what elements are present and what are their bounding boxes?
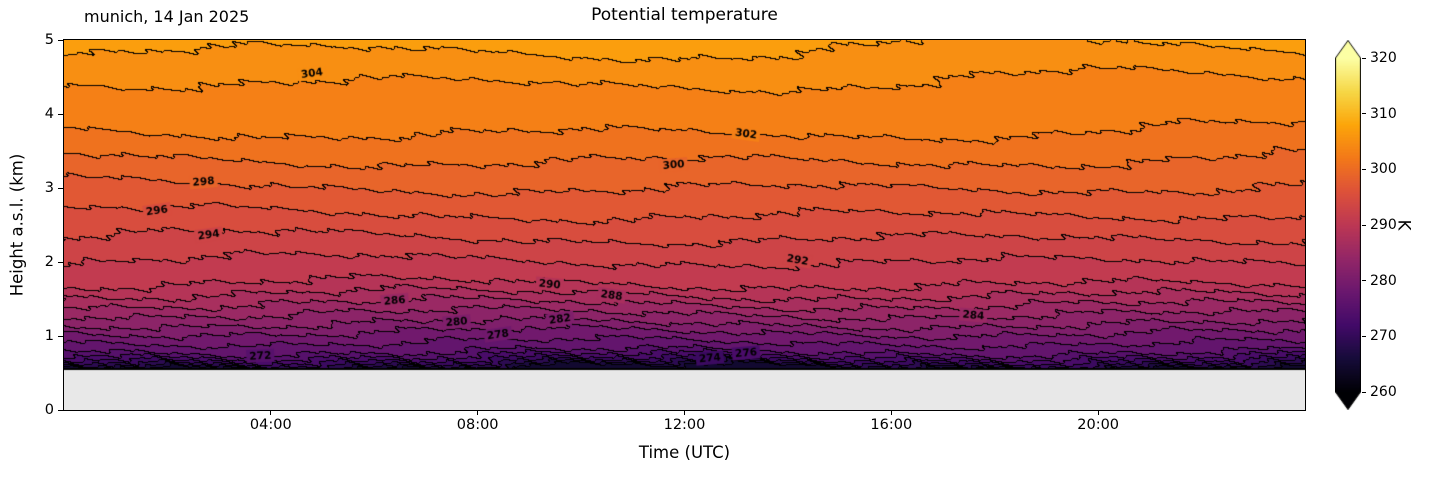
y-tick-label: 5 (44, 31, 54, 48)
y-tick-label: 3 (44, 179, 54, 196)
colorbar-tick-label: 290 (1370, 217, 1397, 233)
chart-title: Potential temperature (591, 5, 778, 25)
colorbar-tick-mark (1362, 224, 1366, 226)
x-tick-mark (684, 410, 685, 415)
colorbar-tick-label: 310 (1370, 105, 1397, 122)
colorbar-tick-label: 320 (1370, 50, 1397, 66)
colorbar-tick-mark (1362, 168, 1366, 170)
colorbar-tick-mark (1362, 113, 1366, 115)
contour-plot-canvas (64, 40, 1305, 410)
y-tick-label: 1 (44, 327, 54, 344)
station-date-annotation: munich, 14 Jan 2025 (84, 7, 250, 26)
x-axis-label: Time (UTC) (638, 443, 731, 462)
y-tick-label: 4 (44, 105, 54, 122)
x-tick-mark (1097, 410, 1099, 415)
y-tick-mark (58, 113, 63, 115)
y-tick-mark (58, 335, 63, 337)
x-tick-label: 12:00 (663, 417, 706, 433)
colorbar-label: K (1394, 219, 1414, 231)
y-tick-label: 0 (44, 401, 54, 418)
y-tick-mark (58, 39, 63, 41)
y-tick-mark (58, 409, 63, 411)
colorbar (1335, 40, 1361, 410)
y-axis-label: Height a.s.l. (km) (7, 153, 27, 297)
colorbar-tick-label: 260 (1370, 384, 1397, 400)
x-tick-mark (477, 410, 479, 415)
x-tick-mark (890, 410, 892, 415)
x-tick-label: 16:00 (870, 417, 913, 433)
x-tick-label: 08:00 (456, 417, 499, 433)
colorbar-tick-label: 280 (1370, 272, 1397, 289)
x-tick-mark (270, 410, 272, 415)
colorbar-tick-mark (1362, 280, 1366, 282)
y-tick-mark (58, 261, 63, 263)
x-tick-label: 20:00 (1077, 417, 1120, 433)
y-tick-mark (58, 187, 63, 189)
plot-area (63, 39, 1306, 411)
colorbar-tick-mark (1362, 391, 1366, 393)
colorbar-tick-label: 300 (1370, 161, 1397, 178)
y-tick-label: 2 (44, 253, 54, 270)
colorbar-tick-mark (1362, 335, 1366, 337)
colorbar-tick-mark (1362, 57, 1366, 59)
x-tick-label: 04:00 (249, 417, 292, 433)
colorbar-tick-label: 270 (1370, 328, 1397, 345)
